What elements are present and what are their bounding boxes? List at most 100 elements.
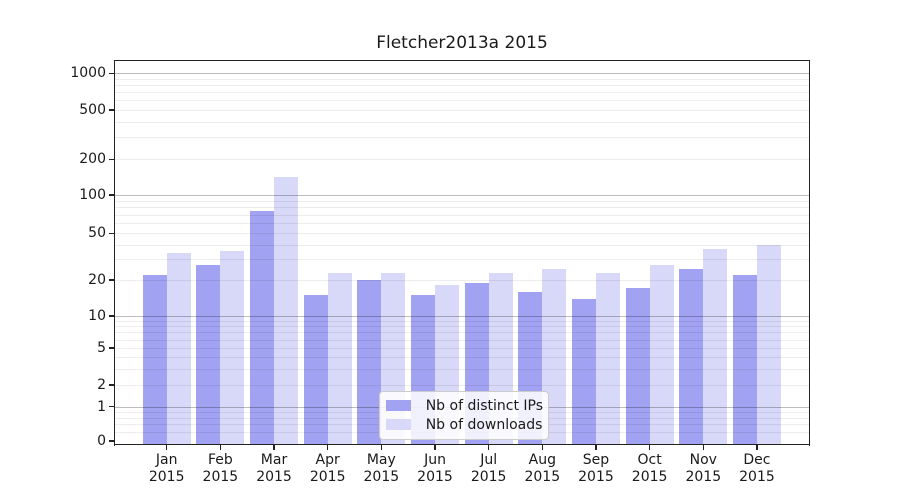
- spine-bottom: [114, 443, 810, 445]
- bar-distinct-ips-nov: [679, 268, 704, 445]
- y-tick-label-50: 50: [88, 225, 106, 242]
- bar-distinct-ips-apr: [303, 294, 328, 445]
- y-tick-5: [109, 347, 114, 349]
- spine-right: [808, 60, 810, 447]
- x-tick-label-jan: Jan 2015: [148, 452, 185, 485]
- bar-distinct-ips-jan: [142, 275, 167, 445]
- gridline-major-100: [114, 195, 810, 196]
- bar-downloads-dec: [756, 244, 781, 445]
- gridline-minor-90: [114, 200, 810, 202]
- x-tick-nov: [702, 445, 704, 450]
- x-tick-may: [380, 445, 383, 450]
- bar-distinct-ips-sep: [571, 298, 596, 445]
- chart-title: Fletcher2013a 2015: [376, 33, 548, 53]
- y-tick-0: [109, 440, 114, 442]
- y-tick-100: [109, 194, 114, 196]
- gridline-minor-700: [114, 92, 810, 94]
- gridline-minor-20: [114, 280, 810, 281]
- x-tick-label-sep: Sep 2015: [578, 452, 614, 485]
- legend-swatch-downloads: [385, 419, 411, 431]
- x-tick-label-jul: Jul 2015: [470, 452, 507, 485]
- x-tick-label-jun: Jun 2015: [417, 452, 453, 485]
- bar-distinct-ips-oct: [625, 288, 650, 445]
- y-tick-2: [109, 384, 114, 386]
- y-tick-label-5: 5: [97, 340, 106, 356]
- x-tick-label-may: May 2015: [363, 452, 400, 485]
- bar-distinct-ips-mar: [250, 210, 275, 445]
- bar-downloads-nov: [703, 248, 728, 445]
- gridline-minor-300: [114, 137, 810, 139]
- y-tick-1: [109, 405, 114, 408]
- y-tick-label-0: 0: [97, 433, 106, 449]
- y-tick-label-500: 500: [79, 102, 106, 118]
- gridline-minor-400: [114, 122, 810, 123]
- x-tick-label-apr: Apr 2015: [309, 452, 346, 485]
- legend: Nb of distinct IPs Nb of downloads: [378, 390, 549, 440]
- y-tick-200: [109, 158, 114, 160]
- y-tick-label-1: 1: [97, 398, 106, 415]
- legend-label-distinct-ips: Nb of distinct IPs: [425, 397, 544, 414]
- x-tick-mar: [273, 445, 275, 450]
- plot-area: Nb of distinct IPs Nb of downloads: [114, 60, 810, 445]
- y-tick-50: [109, 232, 114, 234]
- x-tick-label-feb: Feb 2015: [202, 452, 239, 485]
- bar-downloads-feb: [220, 251, 245, 445]
- x-tick-apr: [326, 445, 329, 450]
- y-tick-label-100: 100: [79, 187, 106, 203]
- x-tick-jan: [166, 445, 168, 450]
- x-tick-label-dec: Dec 2015: [739, 452, 775, 485]
- gridline-minor-900: [114, 78, 810, 80]
- x-tick-dec: [756, 445, 758, 450]
- x-tick-oct: [648, 445, 651, 450]
- x-tick-label-mar: Mar 2015: [256, 452, 292, 485]
- spine-left: [114, 60, 116, 447]
- gridline-minor-200: [114, 159, 810, 161]
- x-tick-sep: [595, 445, 597, 450]
- y-tick-label-2: 2: [97, 377, 106, 393]
- gridline-minor-80: [114, 207, 810, 209]
- bar-downloads-jan: [166, 252, 191, 445]
- gridline-minor-7: [114, 332, 810, 334]
- y-tick-label-20: 20: [88, 272, 106, 288]
- legend-row-downloads: Nb of downloads: [385, 417, 542, 433]
- gridline-minor-70: [114, 214, 810, 216]
- gridline-minor-60: [114, 223, 810, 225]
- bar-downloads-oct: [649, 264, 674, 445]
- gridline-minor-9: [114, 320, 810, 322]
- x-tick-jun: [434, 445, 436, 450]
- gridline-minor-500: [114, 110, 810, 111]
- x-tick-jul: [487, 445, 490, 450]
- legend-swatch-distinct-ips: [385, 400, 411, 412]
- y-tick-label-200: 200: [79, 151, 106, 168]
- bar-downloads-apr: [327, 272, 352, 445]
- gridline-minor-8: [114, 326, 810, 328]
- y-tick-label-10: 10: [88, 308, 106, 324]
- x-tick-label-oct: Oct 2015: [631, 452, 668, 485]
- bar-downloads-mar: [274, 176, 299, 445]
- legend-label-downloads: Nb of downloads: [425, 416, 543, 433]
- y-tick-500: [109, 109, 114, 111]
- gridline-minor-40: [114, 244, 810, 246]
- bar-distinct-ips-dec: [732, 275, 757, 445]
- gridline-major-10: [114, 316, 810, 317]
- legend-row-distinct-ips: Nb of distinct IPs: [385, 398, 543, 414]
- x-tick-feb: [219, 445, 222, 450]
- spine-top: [114, 60, 810, 62]
- y-tick-1000: [109, 72, 114, 74]
- y-tick-20: [109, 279, 114, 281]
- gridline-major-1000: [114, 73, 810, 75]
- bar-downloads-sep: [595, 272, 620, 445]
- gridline-minor-2: [114, 385, 810, 386]
- gridline-minor-800: [114, 85, 810, 87]
- bar-distinct-ips-feb: [196, 264, 221, 445]
- y-tick-10: [109, 315, 114, 317]
- x-tick-aug: [541, 445, 543, 450]
- x-tick-label-aug: Aug 2015: [524, 452, 561, 485]
- gridline-minor-50: [114, 233, 810, 235]
- gridline-minor-30: [114, 259, 810, 261]
- gridline-minor-6: [114, 339, 810, 341]
- gridline-minor-5: [114, 348, 810, 349]
- gridline-minor-3: [114, 368, 810, 370]
- bar-distinct-ips-may: [357, 280, 382, 445]
